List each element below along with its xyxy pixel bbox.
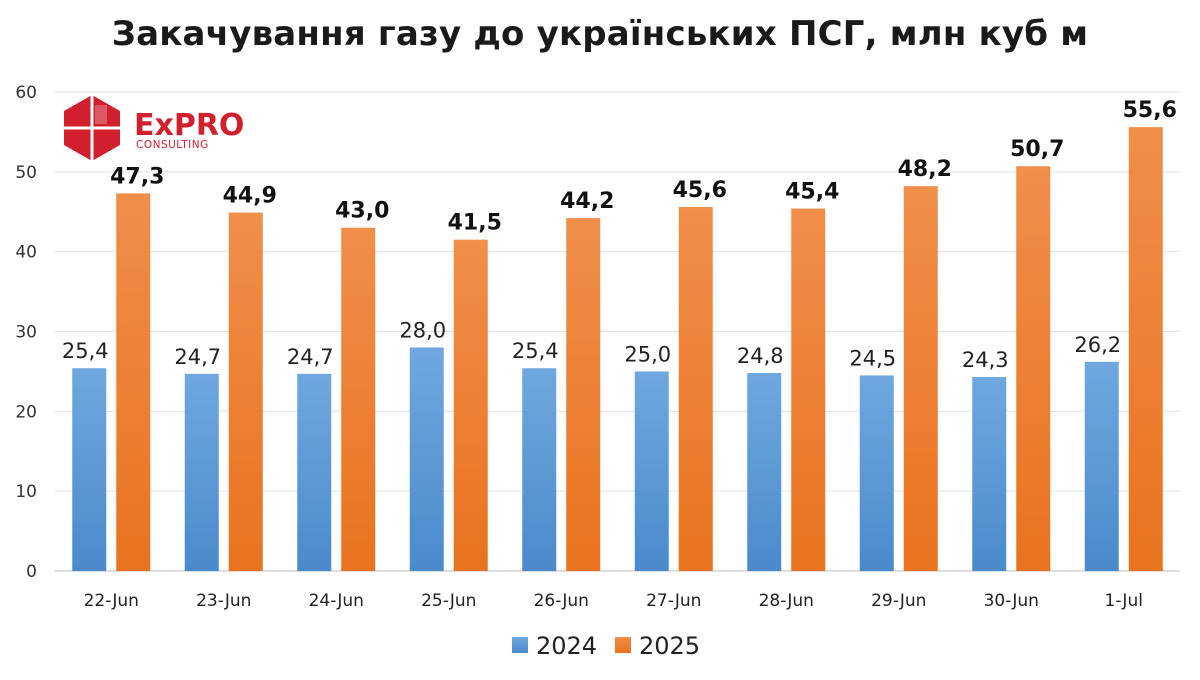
logo-subtitle: CONSULTING xyxy=(136,139,209,151)
logo-hexagon-icon xyxy=(64,95,120,161)
legend: 2024 2025 xyxy=(512,632,700,660)
data-label-2024: 25,4 xyxy=(62,339,109,363)
data-label-2024: 25,4 xyxy=(512,339,559,363)
bar-2024-22-Jun xyxy=(72,368,107,571)
bar-2025-29-Jun xyxy=(903,186,938,571)
y-tick-label: 10 xyxy=(15,482,37,502)
x-axis-labels: 22-Jun 23-Jun 24-Jun 25-Jun 26-Jun 27-Jun 28-J… xyxy=(84,591,1143,611)
x-tick-label: 23-Jun xyxy=(196,591,251,611)
bar-2025-27-Jun xyxy=(678,206,713,571)
y-tick-label: 60 xyxy=(15,83,37,103)
x-tick-label: 22-Jun xyxy=(84,591,139,611)
data-label-2025: 47,3 xyxy=(110,164,164,189)
data-label-2024: 24,3 xyxy=(962,348,1009,372)
bar-2025-28-Jun xyxy=(791,208,826,571)
data-label-2025: 45,4 xyxy=(785,180,839,205)
bar-2025-24-Jun xyxy=(341,227,376,571)
data-label-2025: 44,9 xyxy=(223,184,277,209)
legend-label-2024: 2024 xyxy=(536,632,597,660)
data-labels: 25,4 47,3 24,7 44,9 24,7 43,0 28,0 41,5 25,4 44,2… xyxy=(62,98,1177,372)
bar-2025-30-Jun xyxy=(1016,166,1051,571)
bar-2025-1-Jul xyxy=(1128,127,1163,572)
data-label-2024: 28,0 xyxy=(399,318,446,342)
x-tick-label: 27-Jun xyxy=(646,591,701,611)
data-label-2025: 48,2 xyxy=(898,157,952,182)
y-axis-ticks: 0 10 20 30 40 50 60 xyxy=(15,83,37,582)
gridlines xyxy=(55,91,1180,572)
expro-logo: ExPRO CONSULTING xyxy=(64,95,244,161)
bar-2024-24-Jun xyxy=(297,373,332,571)
bar-2024-29-Jun xyxy=(859,375,894,571)
data-label-2024: 26,2 xyxy=(1074,333,1121,357)
bar-2025-22-Jun xyxy=(116,193,151,571)
bar-2024-26-Jun xyxy=(522,368,557,571)
data-label-2025: 50,7 xyxy=(1010,137,1064,162)
data-label-2025: 45,6 xyxy=(673,178,727,203)
data-label-2024: 24,8 xyxy=(737,344,784,368)
y-tick-label: 0 xyxy=(26,562,37,582)
data-label-2025: 55,6 xyxy=(1123,98,1177,123)
x-tick-label: 25-Jun xyxy=(421,591,476,611)
logo-name: ExPRO xyxy=(134,108,244,143)
chart-title: Закачування газу до українських ПСГ, млн… xyxy=(111,14,1089,54)
x-tick-label: 30-Jun xyxy=(984,591,1039,611)
y-tick-label: 40 xyxy=(15,243,37,263)
bar-2025-25-Jun xyxy=(453,239,488,572)
bar-2024-28-Jun xyxy=(747,373,782,571)
bar-2025-26-Jun xyxy=(566,218,601,572)
bar-2024-23-Jun xyxy=(184,373,219,571)
x-tick-label: 24-Jun xyxy=(309,591,364,611)
data-label-2025: 41,5 xyxy=(448,211,502,236)
bar-2024-25-Jun xyxy=(409,347,444,571)
data-label-2024: 24,5 xyxy=(849,346,896,370)
x-tick-label: 1-Jul xyxy=(1105,591,1143,611)
data-label-2025: 44,2 xyxy=(560,189,614,214)
data-label-2024: 24,7 xyxy=(174,345,221,369)
y-tick-label: 20 xyxy=(15,402,37,422)
x-tick-label: 26-Jun xyxy=(534,591,589,611)
data-label-2025: 43,0 xyxy=(335,199,389,224)
bar-2024-1-Jul xyxy=(1084,361,1119,571)
bar-2024-30-Jun xyxy=(972,377,1007,571)
bar-2024-27-Jun xyxy=(634,371,669,571)
legend-swatch-2025 xyxy=(615,637,631,653)
y-tick-label: 50 xyxy=(15,163,37,183)
legend-label-2025: 2025 xyxy=(639,632,700,660)
y-tick-label: 30 xyxy=(15,323,37,343)
data-label-2024: 24,7 xyxy=(287,345,334,369)
bar-2025-23-Jun xyxy=(228,212,263,571)
bars xyxy=(72,127,1163,572)
x-tick-label: 28-Jun xyxy=(759,591,814,611)
x-tick-label: 29-Jun xyxy=(871,591,926,611)
data-label-2024: 25,0 xyxy=(624,342,671,366)
legend-swatch-2024 xyxy=(512,637,528,653)
